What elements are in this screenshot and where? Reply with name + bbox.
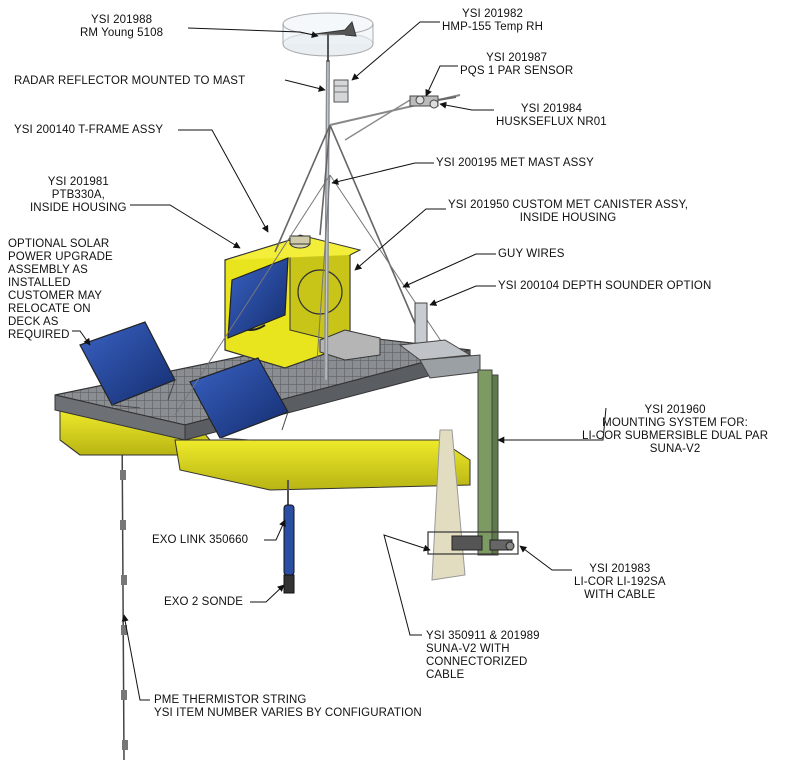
label-optional-solar: OPTIONAL SOLAR POWER UPGRADE ASSEMBLY AS… [8,238,113,341]
label-radar-reflector: RADAR REFLECTOR MOUNTED TO MAST [14,75,246,87]
label-t-frame: YSI 200140 T-FRAME ASSY [14,124,164,136]
label-nr01: YSI 201984 HUSKSEFLUX NR01 [496,103,607,128]
label-depth-sounder: YSI 200104 DEPTH SOUNDER OPTION [498,280,712,292]
label-pqs1-par: YSI 201987 PQS 1 PAR SENSOR [460,52,574,77]
label-exo-link: EXO LINK 350660 [152,534,249,546]
label-met-canister: YSI 201950 CUSTOM MET CANISTER ASSY, INS… [448,199,689,224]
temp-rh-shield [333,79,349,103]
anemometer [282,12,374,62]
label-licor: YSI 201983 LI-COR LI-192SA WITH CABLE [574,563,666,601]
exo-sonde [283,480,295,594]
label-pme-thermistor: PME THERMISTOR STRING YSI ITEM NUMBER VA… [154,694,422,719]
guy-wires [174,174,456,416]
housing-solar-panel [227,257,289,339]
deck-solar-panels [79,321,289,441]
callout-leaders [72,21,607,701]
right-pontoon [174,439,471,491]
depth-sounder [398,302,472,361]
label-hmp155: YSI 201982 HMP-155 Temp RH [442,8,543,33]
label-rm-young: YSI 201988 RM Young 5108 [80,14,164,39]
label-guy-wires: GUY WIRES [498,248,565,260]
par-and-radiometer [409,95,457,109]
label-mounting-system: YSI 201960 MOUNTING SYSTEM FOR: LI-COR S… [582,404,769,455]
label-met-mast: YSI 200195 MET MAST ASSY [436,157,594,169]
instrument-mount [419,354,519,581]
label-ptb330a: YSI 201981 PTB330A, INSIDE HOUSING [30,176,127,214]
label-suna-v2: YSI 350911 & 201989 SUNA-V2 WITH CONNECT… [426,630,540,681]
thermistor-string [120,419,128,761]
label-exo2-sonde: EXO 2 SONDE [164,596,244,608]
